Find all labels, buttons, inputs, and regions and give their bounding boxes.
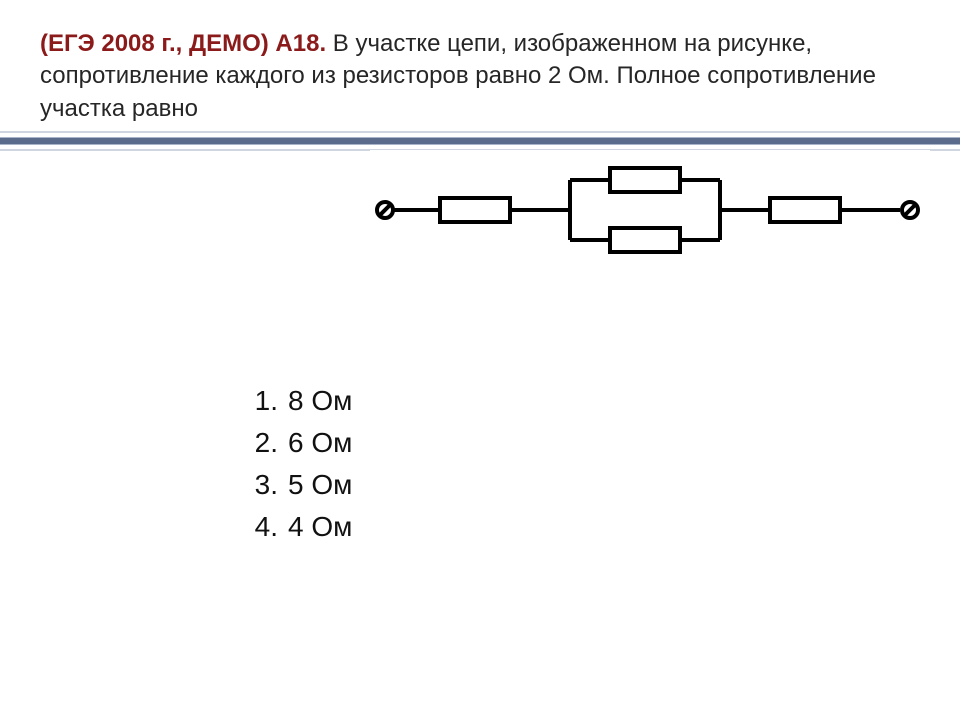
answer-number: 2. (240, 422, 288, 464)
question-source: (ЕГЭ 2008 г., ДЕМО) А18. (40, 30, 326, 57)
answer-label: 5 Ом (288, 464, 352, 506)
answer-number: 3. (240, 464, 288, 506)
answer-option: 2. 6 Ом (240, 422, 352, 464)
divider-thin-top (0, 131, 960, 133)
answer-label: 4 Ом (288, 506, 352, 548)
answer-list: 1. 8 Ом 2. 6 Ом 3. 5 Ом 4. 4 Ом (240, 380, 352, 548)
answer-label: 8 Ом (288, 380, 352, 422)
circuit-diagram (370, 150, 930, 270)
answer-option: 4. 4 Ом (240, 506, 352, 548)
answer-option: 1. 8 Ом (240, 380, 352, 422)
answer-number: 1. (240, 380, 288, 422)
answer-label: 6 Ом (288, 422, 352, 464)
question-header: (ЕГЭ 2008 г., ДЕМО) А18. В участке цепи,… (0, 0, 960, 137)
divider-bar (0, 137, 960, 145)
answer-number: 4. (240, 506, 288, 548)
answer-option: 3. 5 Ом (240, 464, 352, 506)
